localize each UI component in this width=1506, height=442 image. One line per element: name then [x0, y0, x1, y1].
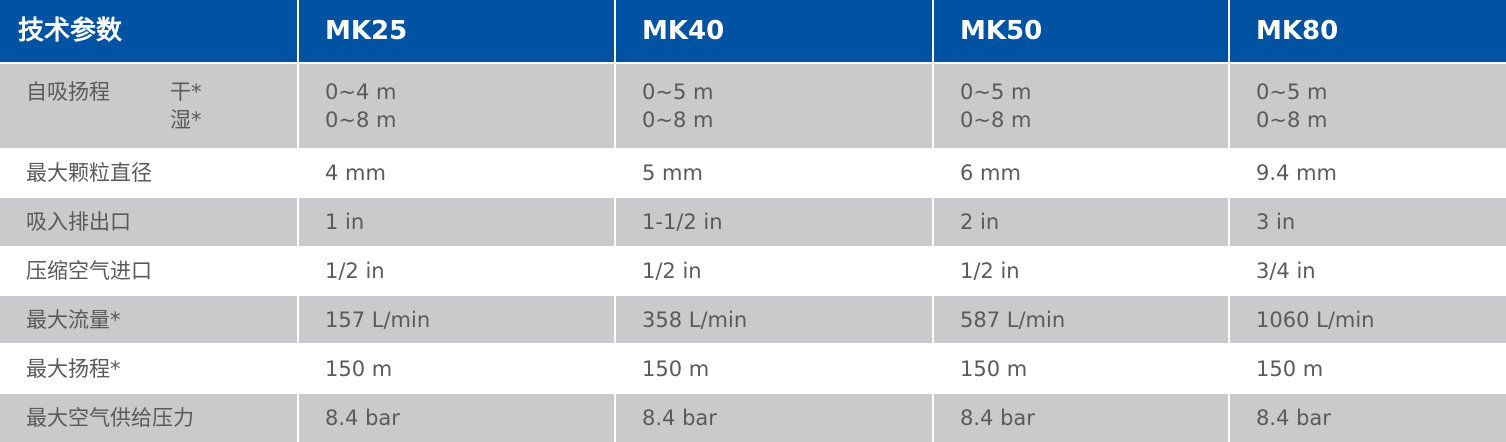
value-cell: 0~5 m 0~8 m	[616, 64, 932, 148]
value-line: 0~8 m	[960, 108, 1032, 132]
label-group: 自吸扬程 干* 湿*	[26, 78, 297, 134]
value-cell: 358 L/min	[616, 296, 932, 343]
header-cell: MK80	[1230, 0, 1506, 62]
value-cell: 3 in	[1230, 198, 1506, 246]
value-cell: 587 L/min	[934, 296, 1228, 343]
value-cell: 8.4 bar	[299, 394, 614, 442]
value-cell: 3/4 in	[1230, 248, 1506, 294]
header-cell: MK40	[616, 0, 932, 62]
value-cell: 1-1/2 in	[616, 198, 932, 246]
row-label: 最大扬程*	[0, 345, 297, 392]
value-cell: 0~5 m 0~8 m	[934, 64, 1228, 148]
row-label: 最大颗粒直径	[0, 150, 297, 196]
value-cell: 8.4 bar	[1230, 394, 1506, 442]
value-cell: 150 m	[299, 345, 614, 392]
value-cell: 8.4 bar	[616, 394, 932, 442]
value-line: 0~8 m	[325, 108, 397, 132]
row-label: 压缩空气进口	[0, 248, 297, 294]
row-label: 吸入排出口	[0, 198, 297, 246]
value-cell: 0~5 m 0~8 m	[1230, 64, 1506, 148]
value-cell: 1060 L/min	[1230, 296, 1506, 343]
value-line: 0~5 m	[1256, 80, 1328, 104]
sub-labels: 干* 湿*	[170, 78, 202, 134]
value-line: 0~5 m	[960, 80, 1032, 104]
value-cell: 1/2 in	[616, 248, 932, 294]
value-line: 0~4 m	[325, 80, 397, 104]
row-label: 最大流量*	[0, 296, 297, 343]
value-cell: 1 in	[299, 198, 614, 246]
value-cell: 2 in	[934, 198, 1228, 246]
header-cell: 技术参数	[0, 0, 297, 62]
value-cell: 157 L/min	[299, 296, 614, 343]
value-cell: 6 mm	[934, 150, 1228, 196]
value-cell: 1/2 in	[934, 248, 1228, 294]
value-cell: 9.4 mm	[1230, 150, 1506, 196]
value-cell: 5 mm	[616, 150, 932, 196]
row-label: 最大空气供给压力	[0, 394, 297, 442]
value-cell: 150 m	[616, 345, 932, 392]
value-cell: 1/2 in	[299, 248, 614, 294]
row-label: 自吸扬程	[26, 80, 110, 104]
sub-label: 湿*	[170, 108, 202, 132]
sub-label: 干*	[170, 80, 202, 104]
header-cell: MK50	[934, 0, 1228, 62]
value-line: 0~8 m	[1256, 108, 1328, 132]
value-line: 0~5 m	[642, 80, 714, 104]
value-cell: 150 m	[934, 345, 1228, 392]
row-label-cell: 自吸扬程 干* 湿*	[0, 64, 297, 148]
value-cell: 8.4 bar	[934, 394, 1228, 442]
value-cell: 150 m	[1230, 345, 1506, 392]
value-line: 0~8 m	[642, 108, 714, 132]
value-cell: 0~4 m 0~8 m	[299, 64, 614, 148]
header-cell: MK25	[299, 0, 614, 62]
value-cell: 4 mm	[299, 150, 614, 196]
